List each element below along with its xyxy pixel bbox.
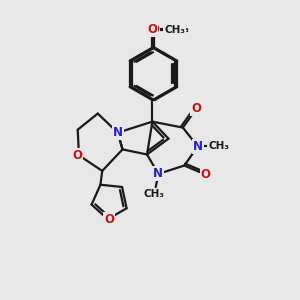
Text: CH₃: CH₃ <box>169 24 190 34</box>
Text: N: N <box>193 140 203 153</box>
Text: CH₃: CH₃ <box>208 141 229 152</box>
Text: O: O <box>72 149 82 162</box>
Text: N: N <box>153 167 164 180</box>
Text: O: O <box>104 213 114 226</box>
Text: O: O <box>147 23 158 36</box>
Text: O: O <box>200 168 211 181</box>
Text: CH₃: CH₃ <box>164 25 185 35</box>
Text: O: O <box>149 22 160 36</box>
Text: N: N <box>113 126 123 139</box>
Text: O: O <box>191 102 201 116</box>
Text: CH₃: CH₃ <box>144 189 165 200</box>
